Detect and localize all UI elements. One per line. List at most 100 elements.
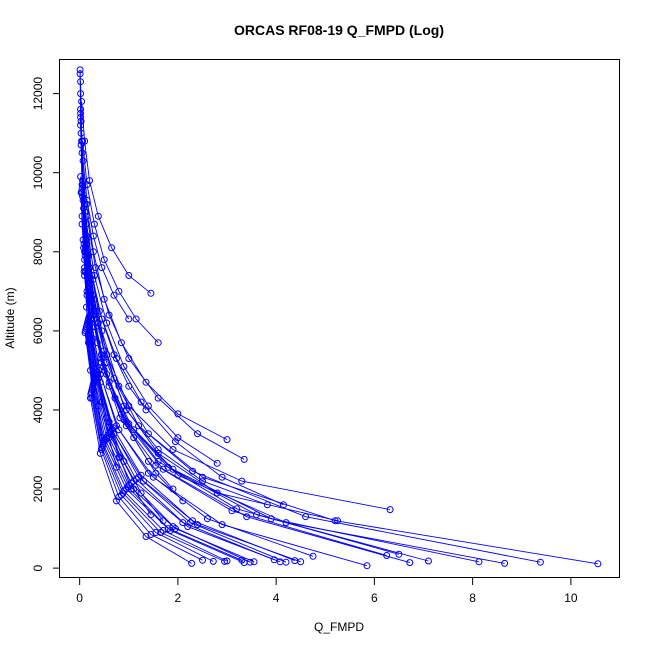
data-point bbox=[334, 517, 341, 525]
data-point bbox=[89, 335, 97, 343]
profile-series bbox=[77, 90, 602, 568]
profile-series bbox=[81, 248, 187, 505]
profile-line bbox=[81, 192, 368, 567]
data-point bbox=[424, 557, 432, 565]
data-point bbox=[154, 446, 162, 453]
profile-line bbox=[80, 81, 541, 563]
data-point bbox=[79, 157, 87, 165]
data-point bbox=[184, 523, 192, 531]
data-point bbox=[238, 477, 246, 485]
profile-line bbox=[85, 328, 245, 564]
y-axis: 0 2000 4000 6000 8000 10000 12000 bbox=[31, 77, 60, 571]
data-point bbox=[137, 398, 145, 406]
profile-line bbox=[91, 390, 225, 562]
data-point bbox=[105, 382, 113, 390]
data-point bbox=[199, 477, 206, 485]
profile-line bbox=[88, 255, 284, 506]
profile-line bbox=[85, 330, 242, 561]
profile-line bbox=[80, 117, 410, 564]
data-point bbox=[132, 315, 140, 323]
data-point bbox=[105, 311, 113, 319]
data-point bbox=[76, 66, 84, 74]
y-tick-label: 10000 bbox=[31, 156, 45, 190]
data-point bbox=[594, 560, 602, 568]
profile-line bbox=[85, 247, 387, 556]
x-tick-label: 8 bbox=[469, 591, 476, 605]
data-point bbox=[115, 453, 123, 461]
data-point bbox=[88, 394, 96, 402]
data-point bbox=[137, 489, 145, 497]
profile-line bbox=[80, 121, 130, 320]
data-point bbox=[95, 307, 103, 315]
data-point bbox=[147, 511, 155, 519]
data-point bbox=[243, 513, 251, 521]
data-point bbox=[94, 212, 102, 220]
profile-line bbox=[84, 251, 184, 502]
data-point bbox=[501, 559, 509, 567]
data-point bbox=[97, 351, 105, 359]
x-axis: 0 2 4 6 8 10 bbox=[76, 578, 578, 605]
profile-series bbox=[79, 137, 162, 347]
data-point bbox=[331, 517, 339, 525]
series-layer bbox=[76, 66, 602, 570]
data-point bbox=[291, 557, 299, 565]
data-point bbox=[144, 457, 152, 465]
data-point bbox=[213, 489, 221, 497]
plot-frame bbox=[59, 59, 620, 578]
data-point bbox=[395, 550, 403, 558]
data-point bbox=[90, 220, 98, 228]
data-point bbox=[79, 181, 87, 189]
data-point bbox=[250, 558, 258, 566]
data-point bbox=[105, 434, 113, 442]
data-point bbox=[86, 327, 94, 335]
data-point bbox=[108, 244, 116, 252]
data-point bbox=[83, 232, 90, 240]
profile-line bbox=[80, 109, 391, 511]
data-point bbox=[83, 181, 91, 189]
data-point bbox=[159, 465, 167, 473]
profile-series bbox=[87, 394, 196, 567]
data-point bbox=[209, 557, 217, 565]
x-tick-label: 6 bbox=[371, 591, 378, 605]
data-point bbox=[117, 339, 125, 347]
profile-series bbox=[76, 70, 509, 567]
data-point bbox=[94, 402, 102, 410]
data-point bbox=[240, 559, 248, 567]
data-point bbox=[179, 519, 187, 527]
data-point bbox=[144, 469, 152, 477]
y-tick-label: 8000 bbox=[31, 238, 45, 265]
data-point bbox=[203, 515, 211, 523]
y-tick-label: 0 bbox=[31, 564, 45, 571]
y-tick-label: 6000 bbox=[31, 317, 45, 344]
data-point bbox=[113, 422, 120, 430]
data-point bbox=[152, 469, 160, 477]
data-point bbox=[98, 315, 106, 323]
profile-line bbox=[87, 255, 268, 506]
data-point bbox=[87, 390, 95, 398]
data-point bbox=[113, 355, 120, 362]
data-point bbox=[130, 434, 138, 442]
data-point bbox=[213, 459, 221, 467]
y-tick-label: 12000 bbox=[31, 77, 45, 111]
profile-line bbox=[86, 239, 338, 522]
data-point bbox=[240, 455, 248, 463]
data-point bbox=[120, 457, 128, 465]
data-point bbox=[223, 436, 231, 444]
data-point bbox=[125, 315, 133, 323]
data-point bbox=[125, 272, 133, 279]
profile-line bbox=[82, 141, 159, 344]
data-point bbox=[122, 406, 130, 414]
data-point bbox=[199, 473, 206, 481]
profile-series bbox=[77, 173, 96, 402]
profile-line bbox=[81, 101, 152, 294]
data-point bbox=[363, 562, 371, 570]
data-point bbox=[142, 378, 150, 386]
chart-title: ORCAS RF08-19 Q_FMPD (Log) bbox=[234, 22, 444, 38]
profile-line bbox=[90, 398, 192, 564]
data-point bbox=[78, 98, 86, 105]
data-point bbox=[83, 303, 90, 311]
data-point bbox=[100, 295, 108, 303]
data-point bbox=[79, 177, 87, 185]
data-point bbox=[79, 137, 87, 145]
data-point bbox=[280, 501, 287, 509]
